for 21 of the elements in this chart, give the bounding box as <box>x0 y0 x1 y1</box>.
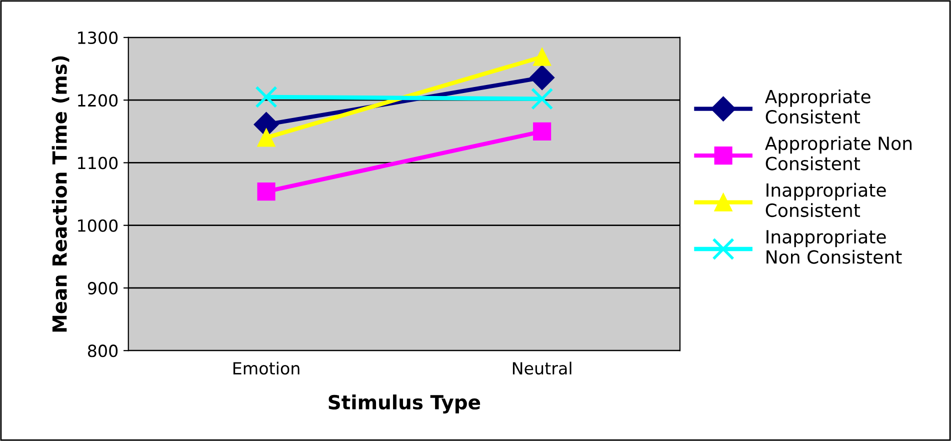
legend-label: Appropriate Non Consistent <box>764 136 912 170</box>
legend-label: Inappropriate Non Consistent <box>766 230 902 264</box>
point <box>255 86 278 108</box>
point <box>530 65 555 90</box>
legend-label: Inappropriate Consistent <box>766 182 886 218</box>
point <box>533 122 552 140</box>
y-tick-label: 1300 <box>78 31 118 44</box>
y-tick-label: 1200 <box>78 94 118 107</box>
legend-label: Appropriate Consistent <box>764 89 870 124</box>
x-tick-label: Neutral <box>512 362 572 375</box>
y-tick-label: 1100 <box>78 156 118 170</box>
point <box>257 182 276 201</box>
x-tick-label: Emotion <box>233 362 300 375</box>
y-axis-title: Mean Reaction Time (ms) <box>52 56 70 332</box>
point <box>530 88 554 110</box>
point <box>533 48 552 66</box>
x-axis-title: Stimulus Type <box>328 394 480 414</box>
y-tick-label: 1000 <box>78 219 118 232</box>
y-tick-label: 800 <box>88 344 118 358</box>
point <box>257 128 276 147</box>
y-tick-label: 900 <box>88 282 118 295</box>
